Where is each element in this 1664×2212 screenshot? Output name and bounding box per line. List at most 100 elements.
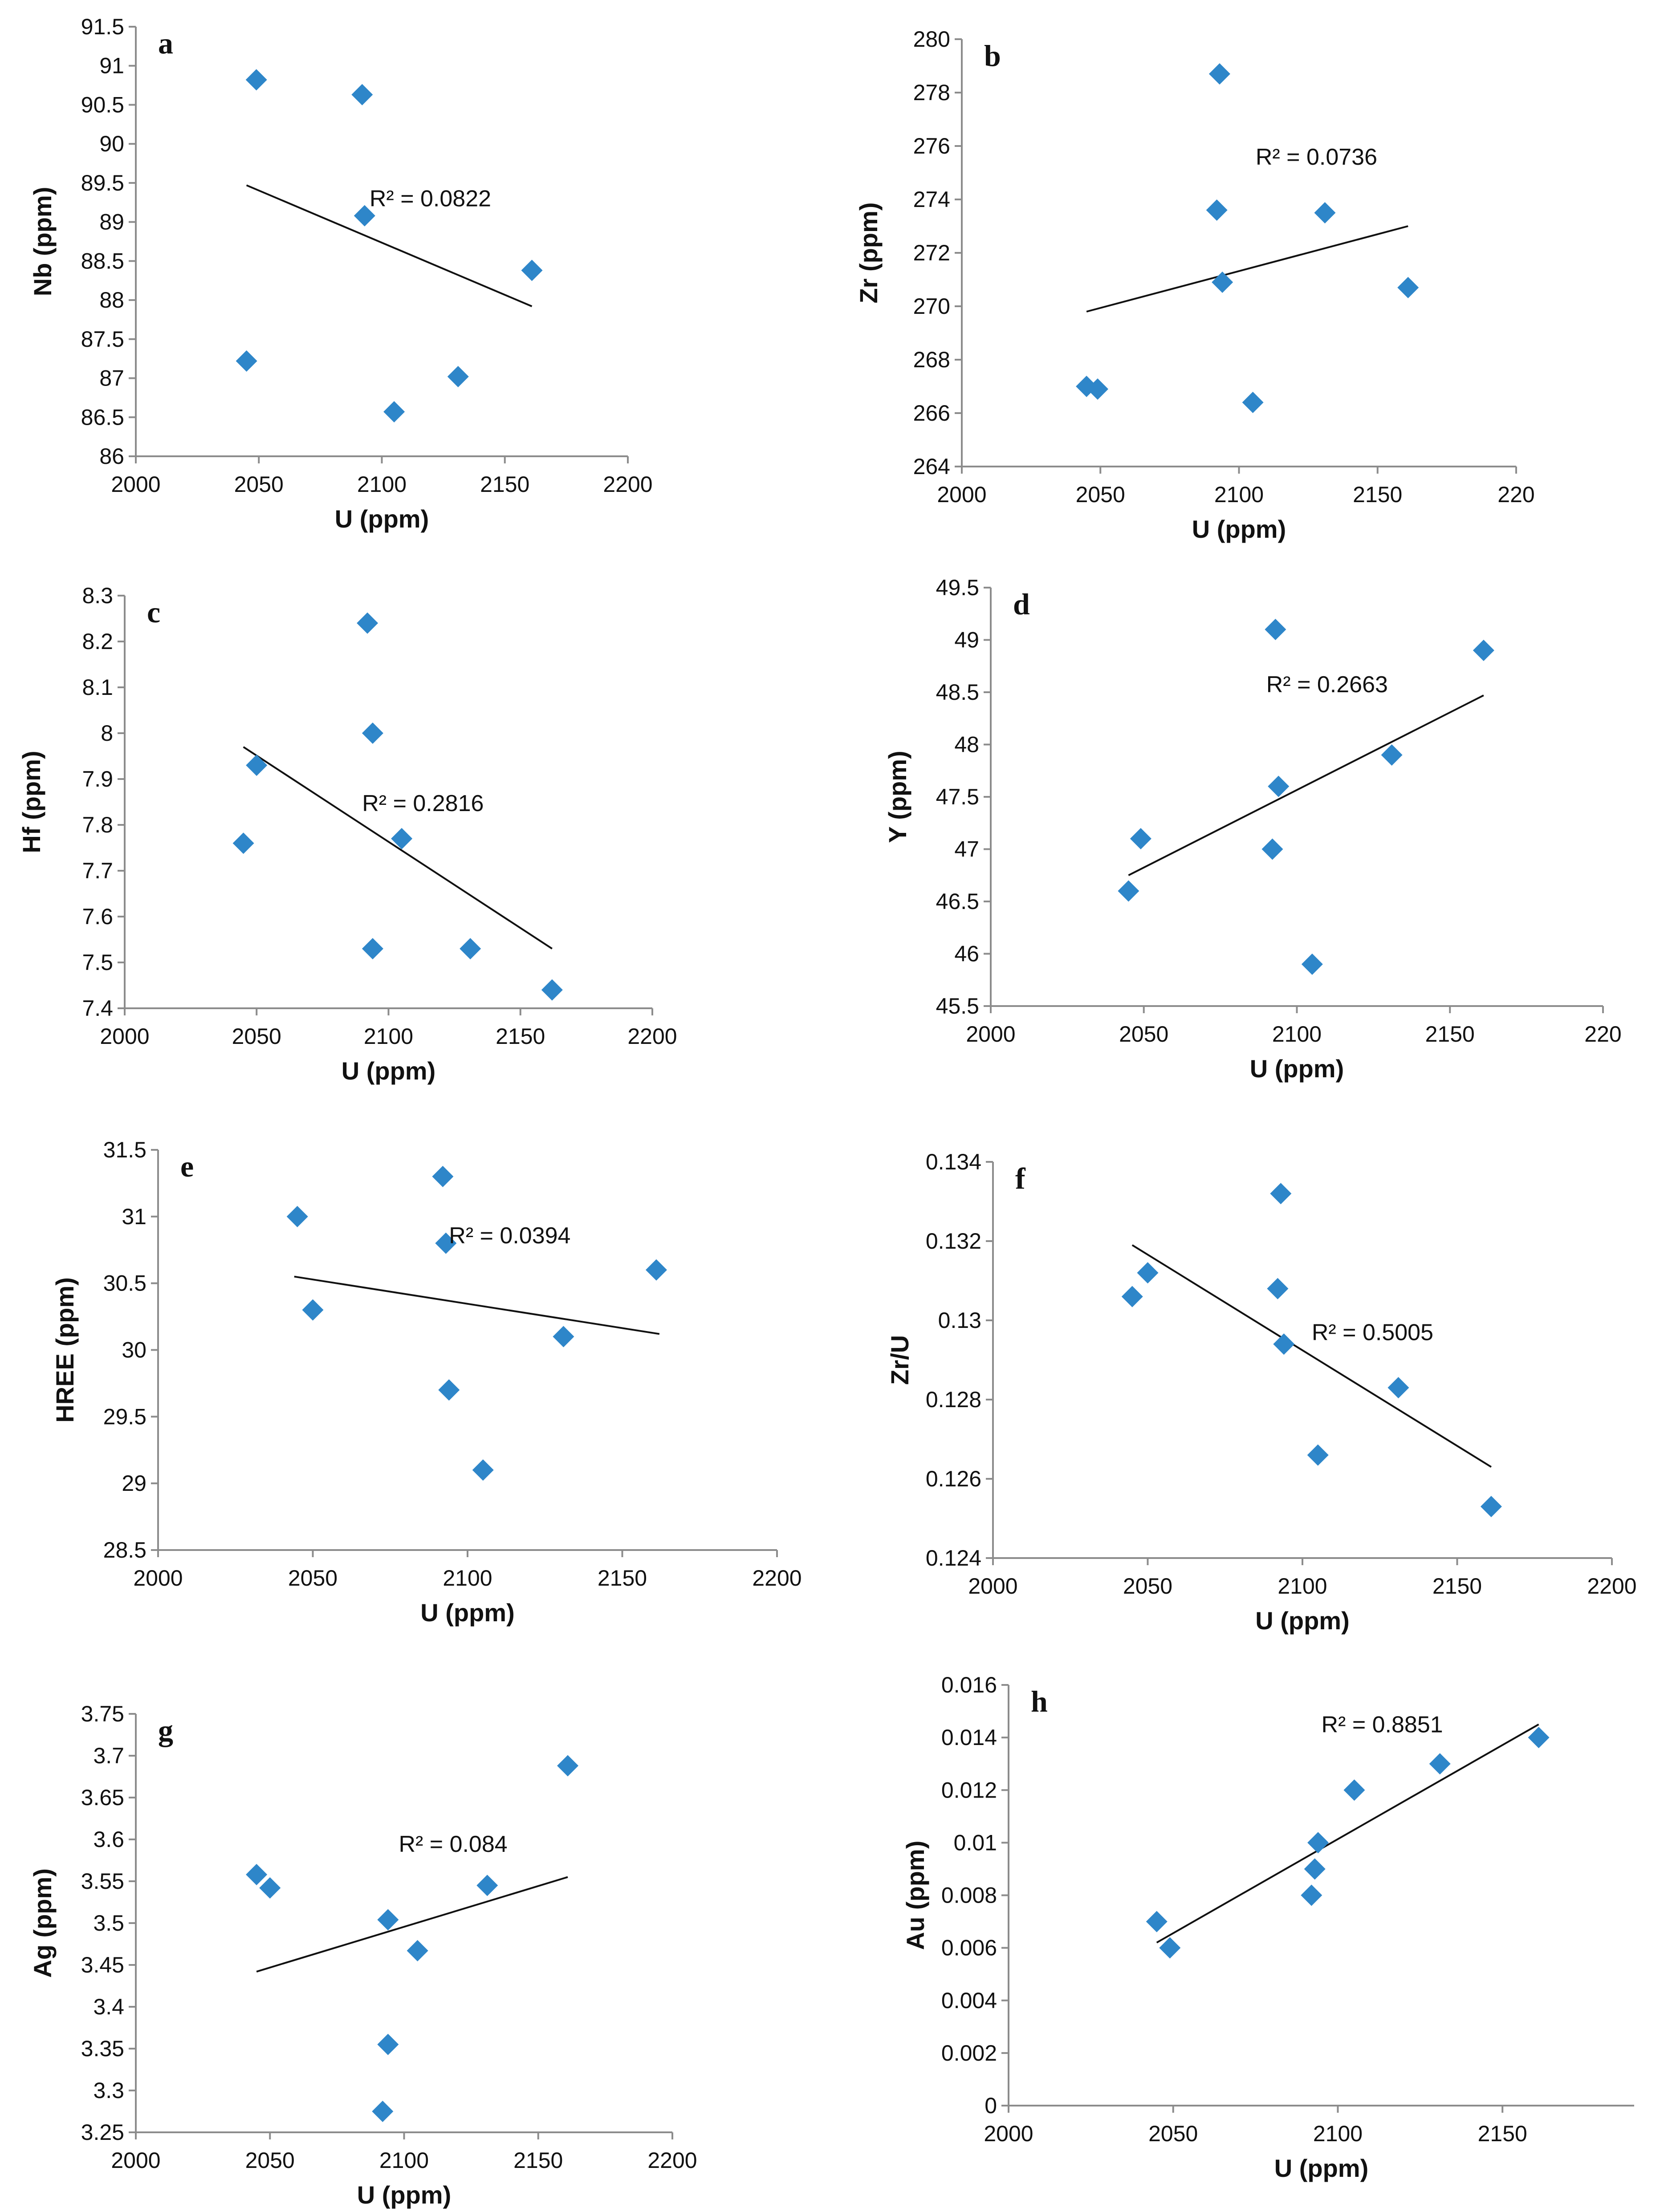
panel-e-x-tick-label: 2200 <box>752 1566 801 1591</box>
panel-b-y-tick-label: 278 <box>913 80 950 105</box>
panel-e-y-tick-label: 30 <box>122 1338 146 1363</box>
panel-c-data-point <box>460 938 481 960</box>
panel-a-data-point <box>236 350 257 372</box>
panel-e-data-point <box>432 1165 454 1187</box>
panel-d-y-tick-label: 45.5 <box>936 994 979 1019</box>
panel-d-x-axis-title: U (ppm) <box>1250 1055 1344 1083</box>
panel-f-r2-label: R² = 0.5005 <box>1312 1320 1433 1346</box>
panel-g-data-point <box>246 1863 268 1885</box>
panel-a-y-tick-label: 86.5 <box>81 405 124 430</box>
panel-f-y-tick-label: 0.132 <box>926 1229 981 1254</box>
panel-h-data-point <box>1429 1753 1451 1775</box>
panel-e-y-tick-label: 28.5 <box>103 1538 146 1563</box>
panel-a-data-point <box>245 69 267 91</box>
panel-g-trendline <box>256 1876 568 1973</box>
panel-e-data-point <box>286 1205 308 1227</box>
panel-f-x-axis-title: U (ppm) <box>1255 1607 1350 1635</box>
panel-h-y-tick-label: 0.016 <box>941 1672 997 1697</box>
panel-h-trendline <box>1156 1723 1539 1944</box>
panel-a-y-tick-label: 89 <box>99 210 124 235</box>
panel-a-data-point <box>354 205 375 227</box>
panel-h-y-tick-label: 0.01 <box>954 1830 997 1855</box>
panel-c-y-tick-label: 7.9 <box>82 767 113 791</box>
panel-b-y-tick-label: 268 <box>913 347 950 372</box>
panel-e-x-tick-label: 2150 <box>598 1566 647 1591</box>
panel-c-y-tick-label: 7.7 <box>82 858 113 883</box>
panel-d-letter: d <box>1013 587 1030 621</box>
panel-g-x-axis-title: U (ppm) <box>357 2181 452 2209</box>
panel-c-data-point <box>541 979 563 1001</box>
panel-a-y-tick-label: 86 <box>99 444 124 469</box>
panel-e-data-point <box>645 1259 667 1281</box>
panel-d-y-axis-title: Y (ppm) <box>883 751 911 843</box>
panel-c-y-tick-label: 7.5 <box>82 950 113 975</box>
panel-d-y-tick-label: 48 <box>954 732 979 757</box>
panel-d-x-tick-label: 2050 <box>1119 1022 1168 1047</box>
panel-e-x-tick-label: 2100 <box>443 1566 492 1591</box>
panel-e-letter: e <box>180 1149 194 1183</box>
panel-g-x-tick-label: 2050 <box>245 2148 295 2173</box>
panel-h-y-tick-label: 0.008 <box>941 1883 997 1908</box>
panel-g-y-tick-label: 3.35 <box>81 2036 124 2061</box>
panel-a-data-point <box>521 260 543 281</box>
panel-h-data-point <box>1146 1911 1168 1932</box>
panel-c-x-tick-label: 2150 <box>496 1024 545 1049</box>
panel-c-data-point <box>362 722 383 744</box>
panel-f-y-tick-label: 0.134 <box>926 1149 981 1174</box>
panel-a-letter: a <box>158 26 173 60</box>
panel-a-x-axis-title: U (ppm) <box>335 505 429 533</box>
panel-a-y-tick-label: 88 <box>99 288 124 313</box>
panel-d-data-point <box>1268 775 1290 797</box>
panel-f-data-point <box>1121 1286 1143 1307</box>
panel-g-data-point <box>407 1940 428 1962</box>
panel-h-data-point <box>1307 1832 1329 1854</box>
panel-b-y-tick-label: 264 <box>913 454 950 479</box>
panel-e-y-tick-label: 31 <box>122 1204 146 1229</box>
panel-a-data-point <box>351 84 373 106</box>
panel-c-data-point <box>246 755 268 776</box>
panel-f-trendline <box>1131 1244 1492 1468</box>
panel-f-x-tick-label: 2100 <box>1277 1574 1327 1599</box>
panel-h-x-tick-label: 2100 <box>1313 2121 1363 2146</box>
panel-c-data-point <box>362 938 383 960</box>
panel-d-y-tick-label: 49 <box>954 628 979 653</box>
panel-b-data-point <box>1208 63 1230 85</box>
panel-g-data-point <box>557 1755 579 1777</box>
panel-g-y-tick-label: 3.25 <box>81 2120 124 2145</box>
panel-c-x-tick-label: 2050 <box>232 1024 281 1049</box>
panel-c-y-tick-label: 7.6 <box>82 904 113 929</box>
panel-e-x-tick-label: 2000 <box>133 1566 183 1591</box>
panel-g-x-tick-label: 2200 <box>647 2148 697 2173</box>
panel-c-x-tick-label: 2100 <box>364 1024 413 1049</box>
panel-a-y-tick-label: 87 <box>99 366 124 391</box>
panel-b-y-tick-label: 272 <box>913 240 950 265</box>
panel-f-y-axis-title: Zr/U <box>886 1335 914 1385</box>
panel-a-r2-label: R² = 0.0822 <box>370 186 491 212</box>
panel-d-x-tick-label: 2150 <box>1425 1022 1475 1047</box>
panel-a-x-tick-label: 2150 <box>480 472 529 497</box>
panel-g-data-point <box>377 2033 399 2055</box>
panel-d-data-point <box>1381 744 1403 766</box>
panel-a-y-tick-label: 91 <box>99 53 124 78</box>
panel-b: 264 266 268 270 272 274 276 278 280 2000 2050 2100 2… <box>854 27 1535 543</box>
panel-b-y-tick-label: 266 <box>913 401 950 426</box>
panel-c-x-axis-title: U (ppm) <box>342 1057 436 1085</box>
panel-g-data-point <box>476 1875 498 1896</box>
panel-h-letter: h <box>1031 1684 1048 1718</box>
panel-c: 7.4 7.5 7.6 7.7 7.8 7.9 8 8.1 8.2 8.3 2000 2050 2100… <box>17 583 677 1085</box>
panel-a-x-tick-label: 2050 <box>234 472 284 497</box>
panel-b-x-tick-label: 2000 <box>937 482 986 507</box>
panel-f-data-point <box>1480 1496 1502 1518</box>
panel-h: 0 0.002 0.004 0.006 0.008 0.01 0.012 0.014 0.016… <box>901 1672 1634 2182</box>
panel-d-data-point <box>1265 619 1286 640</box>
panel-d-x-tick-label: 220 <box>1584 1022 1621 1047</box>
panel-a-y-tick-label: 87.5 <box>81 327 124 352</box>
panel-c-trendline <box>243 746 553 950</box>
panel-c-y-tick-label: 8.3 <box>82 583 113 608</box>
panel-f-y-tick-label: 0.124 <box>926 1546 981 1571</box>
panel-h-x-tick-label: 2150 <box>1478 2121 1527 2146</box>
panel-b-x-axis-title: U (ppm) <box>1192 515 1286 543</box>
panel-c-y-axis-title: Hf (ppm) <box>17 751 45 853</box>
panel-h-y-tick-label: 0.014 <box>941 1725 997 1750</box>
panel-f-letter: f <box>1015 1161 1026 1195</box>
